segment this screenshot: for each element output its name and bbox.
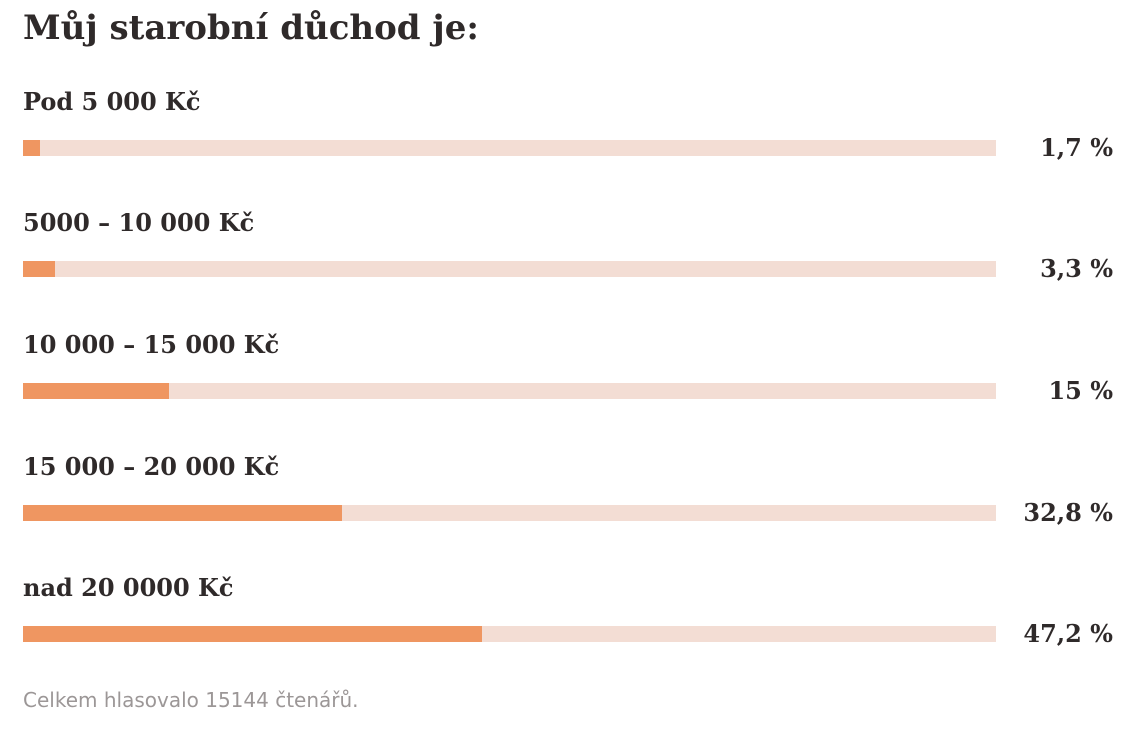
poll-title: Můj starobní důchod je: <box>23 8 479 48</box>
option-label: nad 20 0000 Kč <box>23 573 234 602</box>
option-percentage: 47,2 % <box>1023 619 1113 648</box>
option-label: 15 000 – 20 000 Kč <box>23 452 280 481</box>
option-label: Pod 5 000 Kč <box>23 87 201 116</box>
poll-option-3: 10 000 – 15 000 Kč 15 % <box>23 330 1113 410</box>
poll-option-4: 15 000 – 20 000 Kč 32,8 % <box>23 452 1113 532</box>
bar-fill <box>23 383 169 399</box>
bar-track <box>23 626 996 642</box>
option-percentage: 15 % <box>1048 376 1113 405</box>
option-percentage: 32,8 % <box>1023 498 1113 527</box>
option-percentage: 1,7 % <box>1040 133 1113 162</box>
bar-fill <box>23 261 56 277</box>
option-label: 5000 – 10 000 Kč <box>23 208 255 237</box>
poll-option-5: nad 20 0000 Kč 47,2 % <box>23 573 1113 653</box>
bar-track <box>23 383 996 399</box>
vote-count-note: Celkem hlasovalo 15144 čtenářů. <box>23 688 359 712</box>
poll-option-1: Pod 5 000 Kč 1,7 % <box>23 87 1113 167</box>
bar-track <box>23 505 996 521</box>
option-label: 10 000 – 15 000 Kč <box>23 330 280 359</box>
bar-track <box>23 140 996 156</box>
bar-fill <box>23 140 40 156</box>
bar-fill <box>23 505 343 521</box>
bar-fill <box>23 626 483 642</box>
option-percentage: 3,3 % <box>1040 254 1113 283</box>
bar-track <box>23 261 996 277</box>
poll-option-2: 5000 – 10 000 Kč 3,3 % <box>23 208 1113 288</box>
